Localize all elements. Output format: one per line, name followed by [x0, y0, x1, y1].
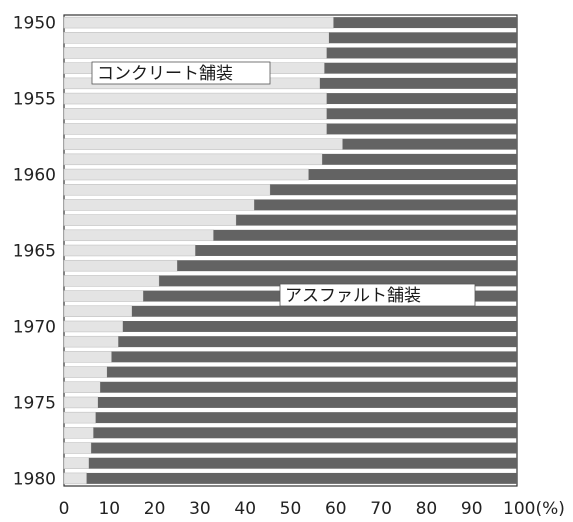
bar-concrete-1950: [63, 16, 334, 29]
x-tick-label-7: 70: [370, 499, 392, 519]
bar-asphalt-1973: [107, 366, 517, 378]
y-tick-label-1975: 1975: [13, 393, 56, 413]
bar-asphalt-1959: [322, 153, 517, 165]
bar-asphalt-1974: [100, 381, 518, 393]
bar-asphalt-1958: [342, 138, 517, 150]
bar-asphalt-1963: [236, 214, 517, 226]
x-tick-label-0: 0: [59, 499, 70, 519]
bar-concrete-1957: [63, 123, 327, 135]
bar-asphalt-1980: [86, 472, 518, 484]
bars-layer: [63, 16, 518, 485]
series-label-concrete: コンクリート舗装: [97, 64, 233, 84]
bar-concrete-1972: [63, 351, 112, 363]
bar-asphalt-1975: [97, 396, 517, 408]
bar-asphalt-1976: [95, 412, 518, 424]
y-tick-label-1965: 1965: [13, 242, 56, 262]
asphalt-label-bg: [279, 283, 476, 307]
x-tick-label-8: 80: [416, 499, 438, 519]
bar-asphalt-1964: [213, 229, 518, 241]
bar-concrete-1970: [63, 320, 124, 333]
bar-asphalt-1966: [177, 260, 517, 272]
bar-concrete-1959: [63, 153, 323, 166]
bar-asphalt-1977: [93, 427, 517, 439]
bar-concrete-1967: [63, 275, 160, 287]
bar-concrete-1963: [63, 214, 237, 226]
bar-asphalt-1953: [324, 62, 517, 74]
bar-asphalt-1952: [326, 47, 517, 59]
bar-concrete-1978: [63, 442, 92, 454]
bar-concrete-1956: [63, 108, 327, 120]
bar-concrete-1966: [63, 259, 178, 272]
bar-concrete-1960: [63, 168, 309, 181]
bar-concrete-1979: [63, 457, 90, 469]
bar-concrete-1971: [63, 335, 119, 348]
x-tick-label-4: 40: [234, 499, 256, 519]
x-tick-label-3: 30: [189, 499, 211, 519]
bar-asphalt-1969: [131, 305, 517, 317]
bar-concrete-1973: [63, 366, 108, 378]
concrete-label-bg: [91, 61, 271, 85]
y-tick-label-1955: 1955: [13, 90, 56, 110]
x-tick-label-9: 90: [461, 499, 483, 519]
bar-concrete-1964: [63, 229, 214, 242]
x-tick-label-6: 60: [325, 499, 347, 519]
y-tick-label-1970: 1970: [13, 317, 56, 337]
bar-asphalt-1960: [308, 169, 517, 180]
bar-asphalt-1955: [326, 93, 517, 105]
bar-asphalt-1970: [122, 321, 517, 332]
bar-asphalt-1957: [326, 123, 517, 135]
bar-asphalt-1972: [111, 351, 517, 363]
bar-asphalt-1956: [326, 108, 517, 120]
x-tick-label-1: 10: [98, 499, 120, 519]
bar-asphalt-1950: [333, 17, 517, 29]
bar-concrete-1969: [63, 305, 133, 317]
x-tick-label-10: 100(%): [503, 499, 565, 519]
bar-concrete-1958: [63, 138, 343, 150]
bar-concrete-1976: [63, 411, 96, 424]
bar-asphalt-1961: [270, 184, 518, 196]
bar-asphalt-1951: [329, 32, 517, 44]
bar-concrete-1965: [63, 244, 196, 257]
bar-asphalt-1962: [254, 199, 517, 211]
series-label-asphalt: アスファルト舗装: [285, 286, 421, 306]
bar-concrete-1968: [63, 290, 144, 302]
bar-concrete-1955: [63, 92, 327, 105]
y-tick-label-1980: 1980: [13, 469, 56, 489]
y-axis-tick-labels: 1950 1955 1960 1965 1970 1975 1980: [13, 14, 56, 490]
bar-asphalt-1967: [159, 275, 517, 287]
bar-concrete-1980: [63, 472, 87, 485]
y-tick-label-1950: 1950: [13, 14, 56, 34]
bar-concrete-1961: [63, 184, 271, 196]
bar-concrete-1975: [63, 396, 99, 409]
bar-asphalt-1965: [195, 245, 517, 256]
bar-concrete-1962: [63, 199, 255, 211]
x-tick-label-2: 20: [144, 499, 166, 519]
bar-asphalt-1978: [91, 442, 518, 454]
bar-asphalt-1954: [319, 77, 517, 89]
bar-concrete-1974: [63, 381, 101, 393]
x-axis-tick-labels: 0 10 20 30 40 50 60 70 80 90 100(%): [59, 499, 565, 519]
bar-asphalt-1971: [118, 336, 518, 348]
x-tick-label-5: 50: [280, 499, 302, 519]
bar-asphalt-1979: [88, 457, 517, 469]
bar-concrete-1977: [63, 427, 94, 439]
bar-concrete-1951: [63, 32, 330, 44]
bar-concrete-1952: [63, 47, 327, 59]
y-tick-label-1960: 1960: [13, 166, 56, 186]
